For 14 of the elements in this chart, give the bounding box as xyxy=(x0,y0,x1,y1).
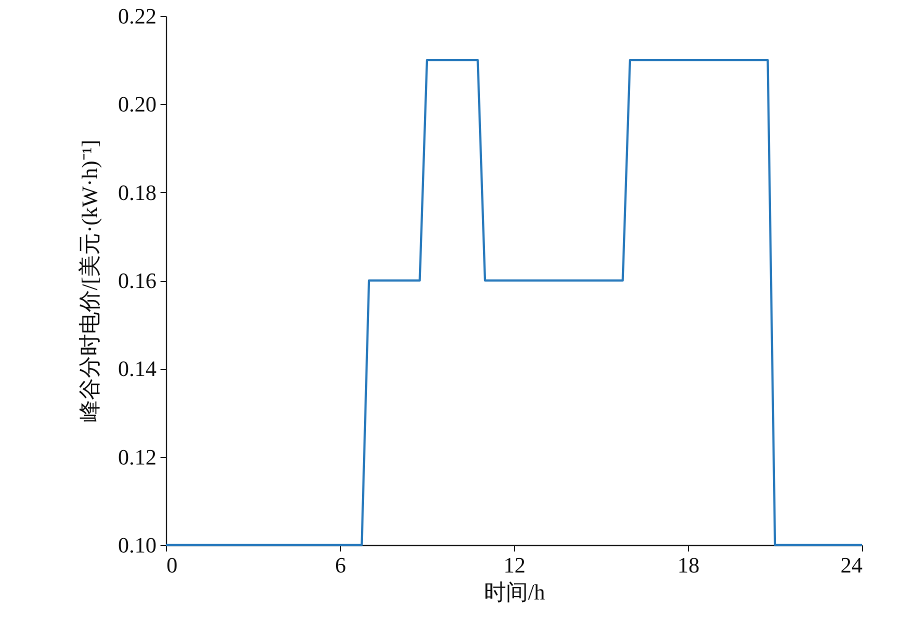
y-tick-label: 0.12 xyxy=(118,444,156,470)
x-tick-label: 0 xyxy=(166,552,178,578)
y-tick-label: 0.18 xyxy=(118,180,156,205)
x-tick-label: 6 xyxy=(335,552,346,578)
y-tick-label: 0.20 xyxy=(118,92,156,117)
x-axis-title: 时间/h xyxy=(484,580,546,604)
x-tick-label: 24 xyxy=(840,552,862,578)
y-tick-label: 0.22 xyxy=(118,4,156,28)
y-axis-title: 峰谷分时电价/[美元·(kW·h)⁻¹] xyxy=(77,140,102,422)
y-tick-label: 0.10 xyxy=(118,532,156,558)
x-tick-label: 12 xyxy=(504,552,526,578)
y-tick-label: 0.14 xyxy=(118,356,156,382)
y-tick-label: 0.16 xyxy=(118,268,156,293)
x-tick-label: 18 xyxy=(678,552,700,578)
